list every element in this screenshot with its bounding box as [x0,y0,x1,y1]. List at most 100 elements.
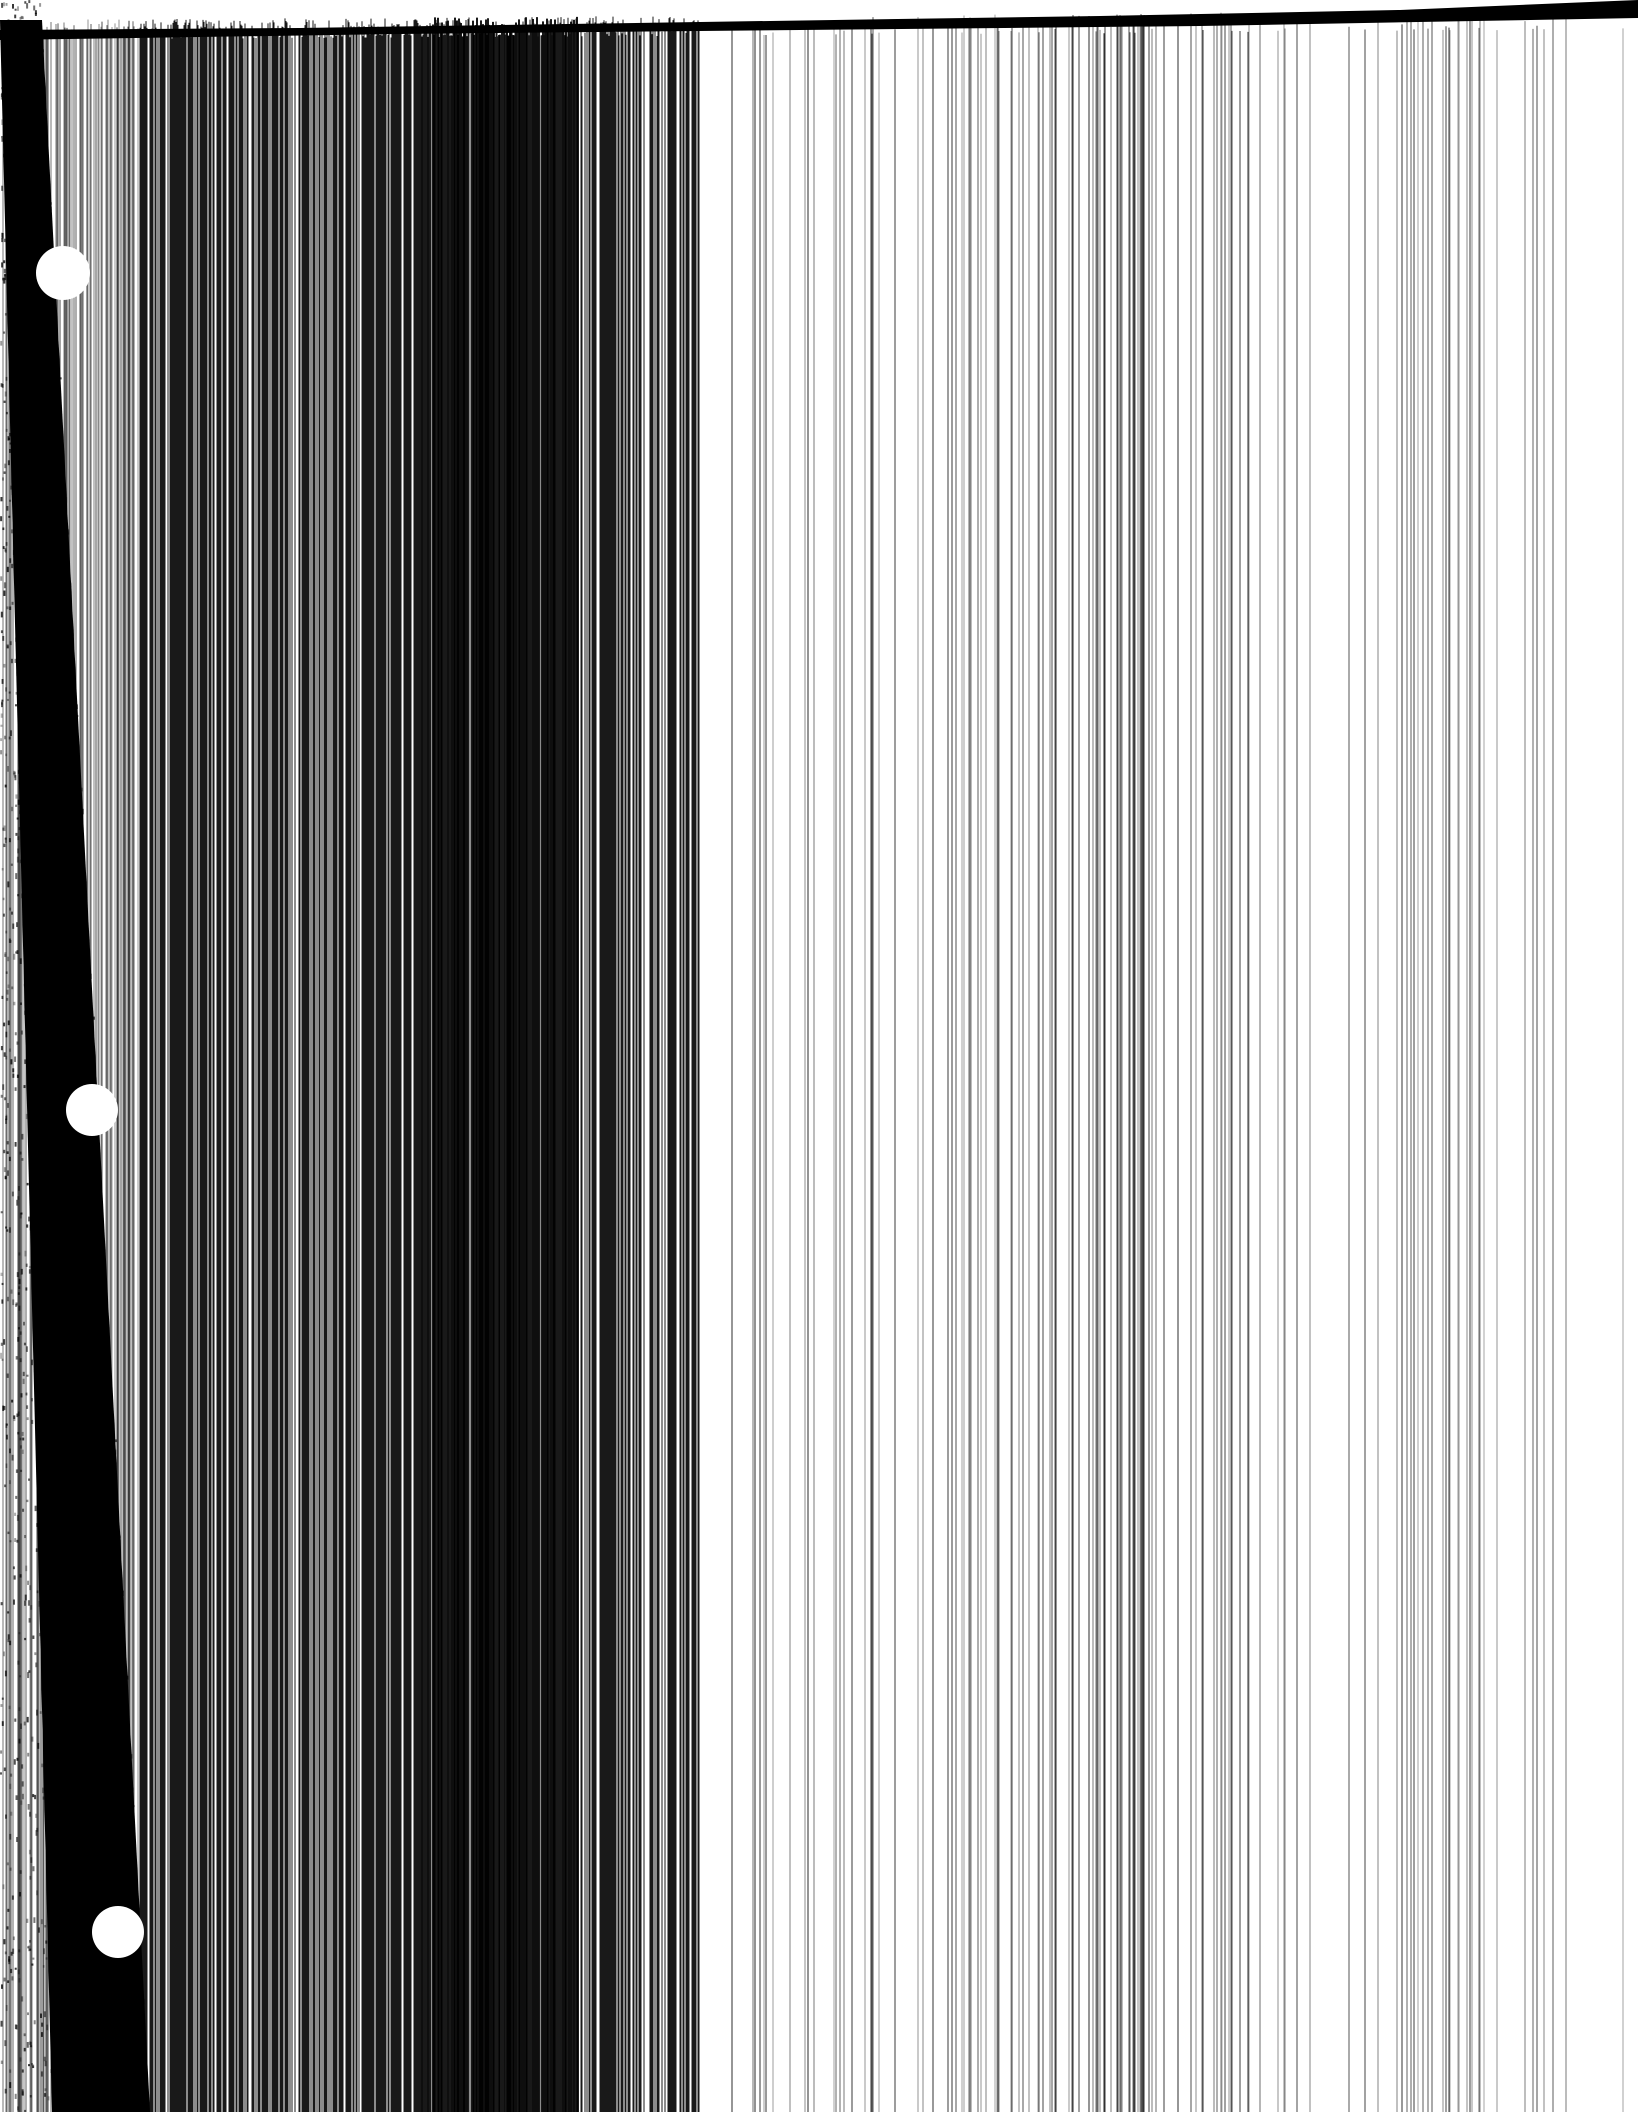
scan-speckle [0,576,3,581]
scan-speckle [3,1052,6,1057]
scan-speckle [27,1804,30,1810]
scan-speckle [32,1866,35,1872]
scan-speckle [14,658,17,664]
scan-speckle [39,3,42,7]
scan-speckle [9,2082,12,2089]
scan-speckle [0,1211,3,1214]
scan-speckle [14,2024,17,2030]
scan-speckle [0,516,3,522]
scan-speckle [4,274,7,281]
scan-speckle [28,1618,31,1623]
scan-speckle [3,1939,6,1945]
scan-speckle [15,1304,18,1307]
scan-speckle [15,832,18,836]
scan-speckle [34,1794,37,1800]
scan-speckle [28,1478,30,1481]
scan-speckle [1,119,4,125]
scan-speckle [13,770,16,775]
scan-speckle [27,1672,30,1679]
scan-speckle [3,1767,6,1772]
scan-speckle [33,2020,36,2025]
scan-speckle [14,8,17,11]
scan-speckle [4,463,7,469]
scan-speckle [16,1199,19,1206]
scan-speckle [9,2069,12,2073]
scan-speckle [6,698,9,701]
scan-speckle [14,1056,17,1062]
scan-speckle [2,913,5,917]
scan-speckle [28,0,31,4]
scan-speckle [26,1417,29,1421]
scan-speckle [41,2022,44,2027]
scan-speckle [0,1094,3,1098]
scan-speckle [3,582,6,589]
scan-speckle [17,6,19,11]
scan-speckle [0,1352,3,1359]
scan-speckle [3,1149,6,1154]
scan-speckle [12,1936,15,1941]
scan-speckle [3,1022,6,1027]
scan-speckle [0,1342,3,1346]
scan-speckle [14,1512,17,1516]
scan-speckle [25,1263,28,1267]
scan-speckle [1,185,4,191]
scan-speckle [0,1046,3,1051]
scan-speckle [33,1917,36,1923]
scan-speckle [15,691,18,695]
scan-speckle [4,953,7,957]
scan-speckle [23,1721,26,1726]
scan-speckle [1,138,4,142]
scan-speckle [23,1342,26,1346]
scan-speckle [3,1651,5,1657]
scan-speckle [28,1849,31,1855]
scan-speckle [15,1302,18,1306]
scan-speckle [114,1439,117,1443]
scan-speckle [32,1794,35,1798]
scan-speckle [9,499,12,502]
scan-speckle [11,986,14,990]
scan-speckle [13,1001,16,1006]
scan-speckle [9,1048,11,1052]
scan-speckle [7,1611,10,1614]
binding-hole-bottom [92,1906,144,1958]
binder-edge-shadow [0,20,150,2112]
scan-speckle [16,922,18,928]
scan-speckle [11,806,14,812]
scan-speckle [0,611,3,618]
scan-speckle [21,1781,24,1787]
scan-speckle [33,5,36,11]
scan-speckle [0,1272,3,1277]
scan-speckle [29,1811,31,1817]
binding-hole-top [36,246,90,300]
scan-speckle [32,2064,35,2069]
scan-speckle [15,794,18,799]
scan-speckle [10,863,13,866]
scan-speckle [8,1156,11,1162]
scan-speckle [28,1269,31,1274]
scan-speckle [28,2041,31,2045]
scan-speckle [0,2020,3,2027]
scan-speckle [28,2064,30,2067]
scan-speckle [9,432,12,437]
scan-speckle [1,702,3,708]
scan-speckle [7,766,9,772]
scan-speckle [24,1535,27,1539]
scan-speckle [14,14,17,19]
scan-speckle [3,277,6,284]
scan-speckle [25,1113,28,1120]
scan-speckle [1,701,3,705]
scan-speckle [7,1103,9,1108]
scan-speckle [3,471,6,474]
scan-speckle [21,1431,24,1436]
scan-speckle [1,1299,4,1304]
scan-speckle [24,1,27,4]
scan-speckle [3,1339,6,1345]
scan-speckle [26,1182,29,1186]
scan-speckle [24,1637,27,1641]
scan-speckle [35,1813,38,1818]
scan-speckle [28,1265,31,1269]
scan-speckle [25,1346,28,1352]
scan-speckle [21,2069,24,2073]
scan-speckle [1,237,4,243]
